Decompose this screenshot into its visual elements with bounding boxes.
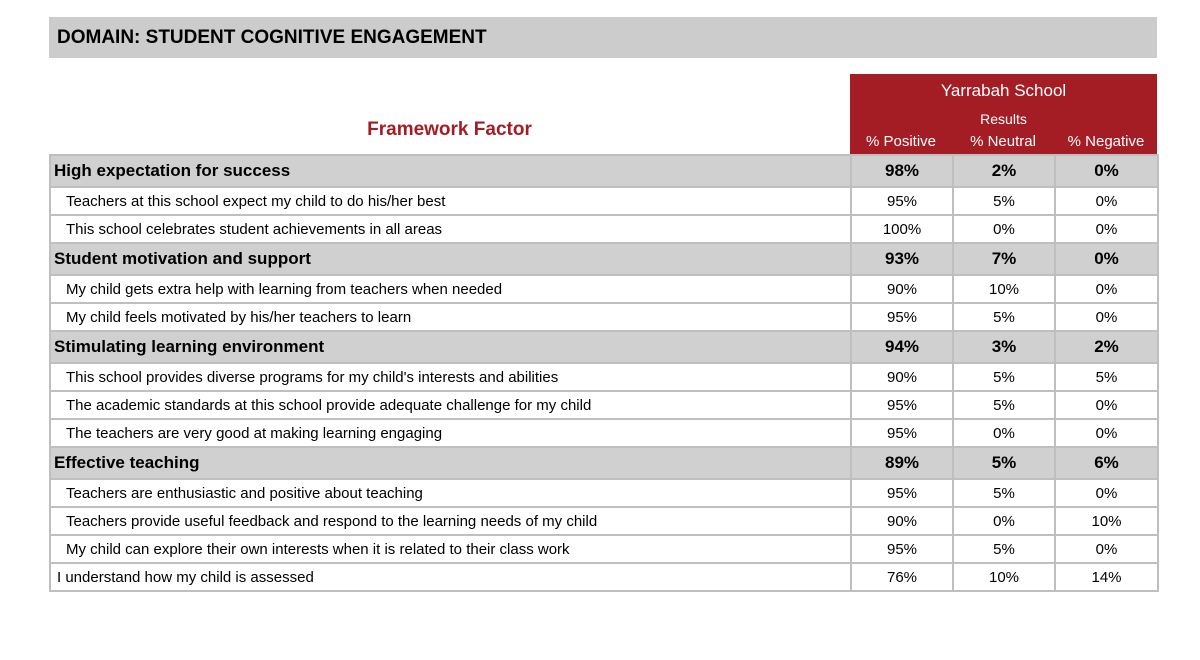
positive-value: 95% <box>850 186 954 216</box>
negative-value: 10% <box>1054 506 1159 536</box>
neutral-value: 5% <box>952 390 1056 420</box>
neutral-value: 0% <box>952 214 1056 244</box>
positive-value: 93% <box>850 242 954 276</box>
neutral-value: 5% <box>952 302 1056 332</box>
results-label: Results <box>980 111 1027 127</box>
positive-value: 76% <box>850 562 954 592</box>
item-row: My child feels motivated by his/her teac… <box>49 302 1159 332</box>
negative-value: 0% <box>1054 478 1159 508</box>
item-text: Teachers are enthusiastic and positive a… <box>49 478 852 508</box>
domain-title: DOMAIN: STUDENT COGNITIVE ENGAGEMENT <box>57 26 487 48</box>
negative-value: 0% <box>1054 274 1159 304</box>
positive-value: 100% <box>850 214 954 244</box>
negative-value: 14% <box>1054 562 1159 592</box>
negative-column-header: % Negative <box>1067 133 1145 150</box>
item-row: Teachers provide useful feedback and res… <box>49 506 1159 536</box>
item-row: This school celebrates student achieveme… <box>49 214 1159 244</box>
item-text: I understand how my child is assessed <box>49 562 852 592</box>
neutral-value: 10% <box>952 562 1056 592</box>
item-row: Teachers are enthusiastic and positive a… <box>49 478 1159 508</box>
negative-value: 0% <box>1054 186 1159 216</box>
school-results-header: Yarrabah School Results % Positive % Neu… <box>850 74 1157 154</box>
positive-value: 90% <box>850 362 954 392</box>
neutral-value: 0% <box>952 506 1056 536</box>
neutral-value: 10% <box>952 274 1056 304</box>
factor-name: Stimulating learning environment <box>49 330 852 364</box>
negative-value: 0% <box>1054 302 1159 332</box>
negative-value: 0% <box>1054 390 1159 420</box>
factor-row: Student motivation and support 93% 7% 0% <box>49 242 1159 276</box>
factor-row: Effective teaching 89% 5% 6% <box>49 446 1159 480</box>
positive-value: 94% <box>850 330 954 364</box>
item-text: My child feels motivated by his/her teac… <box>49 302 852 332</box>
item-text: My child can explore their own interests… <box>49 534 852 564</box>
positive-value: 90% <box>850 506 954 536</box>
positive-value: 95% <box>850 418 954 448</box>
factor-name: Effective teaching <box>49 446 852 480</box>
negative-value: 0% <box>1054 534 1159 564</box>
positive-column-header: % Positive <box>865 133 937 150</box>
neutral-value: 7% <box>952 242 1056 276</box>
item-text: My child gets extra help with learning f… <box>49 274 852 304</box>
item-row: I understand how my child is assessed 76… <box>49 562 1159 592</box>
school-name: Yarrabah School <box>940 81 1067 100</box>
neutral-column-header: % Neutral <box>970 133 1036 150</box>
positive-value: 95% <box>850 534 954 564</box>
item-row: The teachers are very good at making lea… <box>49 418 1159 448</box>
positive-value: 95% <box>850 390 954 420</box>
results-table: High expectation for success 98% 2% 0% T… <box>49 154 1159 592</box>
item-row: This school provides diverse programs fo… <box>49 362 1159 392</box>
item-text: The teachers are very good at making lea… <box>49 418 852 448</box>
negative-value: 0% <box>1054 242 1159 276</box>
item-text: The academic standards at this school pr… <box>49 390 852 420</box>
neutral-value: 5% <box>952 362 1056 392</box>
item-text: This school celebrates student achieveme… <box>49 214 852 244</box>
neutral-value: 0% <box>952 418 1056 448</box>
factor-row: High expectation for success 98% 2% 0% <box>49 154 1159 188</box>
neutral-value: 2% <box>952 154 1056 188</box>
positive-value: 90% <box>850 274 954 304</box>
positive-value: 98% <box>850 154 954 188</box>
neutral-value: 5% <box>952 186 1056 216</box>
item-text: This school provides diverse programs fo… <box>49 362 852 392</box>
factor-row: Stimulating learning environment 94% 3% … <box>49 330 1159 364</box>
neutral-value: 5% <box>952 478 1056 508</box>
negative-value: 2% <box>1054 330 1159 364</box>
neutral-value: 5% <box>952 446 1056 480</box>
neutral-value: 5% <box>952 534 1056 564</box>
item-row: My child gets extra help with learning f… <box>49 274 1159 304</box>
negative-value: 0% <box>1054 418 1159 448</box>
negative-value: 0% <box>1054 154 1159 188</box>
item-row: Teachers at this school expect my child … <box>49 186 1159 216</box>
framework-factor-heading: Framework Factor <box>367 119 532 140</box>
positive-value: 95% <box>850 478 954 508</box>
negative-value: 5% <box>1054 362 1159 392</box>
domain-title-bar: DOMAIN: STUDENT COGNITIVE ENGAGEMENT <box>49 17 1157 58</box>
negative-value: 6% <box>1054 446 1159 480</box>
factor-name: Student motivation and support <box>49 242 852 276</box>
neutral-value: 3% <box>952 330 1056 364</box>
negative-value: 0% <box>1054 214 1159 244</box>
factor-name: High expectation for success <box>49 154 852 188</box>
item-row: The academic standards at this school pr… <box>49 390 1159 420</box>
positive-value: 95% <box>850 302 954 332</box>
item-row: My child can explore their own interests… <box>49 534 1159 564</box>
item-text: Teachers provide useful feedback and res… <box>49 506 852 536</box>
item-text: Teachers at this school expect my child … <box>49 186 852 216</box>
positive-value: 89% <box>850 446 954 480</box>
